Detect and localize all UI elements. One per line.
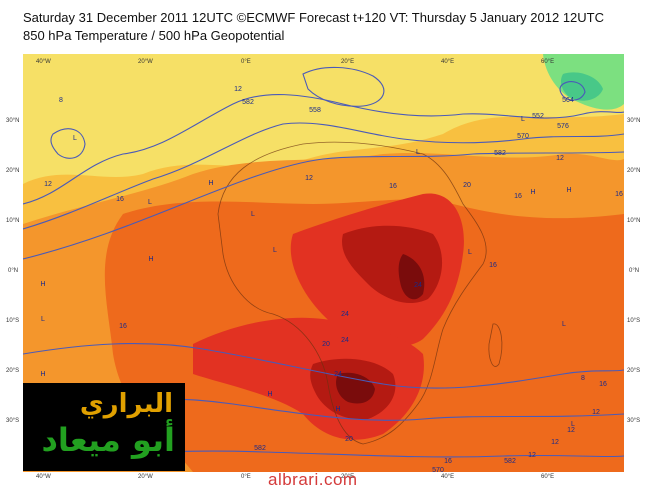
longitude-label: 40°W (36, 59, 51, 65)
latitude-label: 30°N (627, 118, 641, 124)
longitude-label: 20°E (341, 474, 355, 480)
temperature-label: 24 (341, 311, 349, 318)
temperature-label: 12 (528, 452, 536, 459)
pressure-center: H (335, 406, 340, 413)
temperature-label: 24 (341, 337, 349, 344)
map-title: Saturday 31 December 2011 12UTC ©ECMWF F… (23, 10, 605, 25)
map-subtitle: 850 hPa Temperature / 500 hPa Geopotenti… (23, 28, 285, 43)
temperature-label: 8 (581, 375, 585, 382)
latitude-label: 10°N (627, 218, 641, 224)
pressure-center: L (416, 149, 420, 156)
temperature-label: 16 (116, 196, 124, 203)
geopotential-label: 582 (242, 99, 254, 106)
pressure-center: L (73, 135, 77, 142)
longitude-label: 40°E (441, 474, 455, 480)
latitude-label: 30°N (6, 118, 20, 124)
longitude-label: 20°W (138, 474, 153, 480)
longitude-label: 60°E (541, 474, 555, 480)
geopotential-label: 570 (517, 133, 529, 140)
pressure-center: H (40, 371, 45, 378)
logo-line1: البراري (79, 389, 173, 419)
temperature-label: 12 (551, 439, 559, 446)
longitude-label: 40°E (441, 59, 455, 65)
temperature-label: 16 (514, 193, 522, 200)
site-watermark: albrari.com (268, 470, 358, 489)
geopotential-label: 582 (494, 150, 506, 157)
geopotential-label: 582 (254, 445, 266, 452)
temperature-label: 16 (119, 323, 127, 330)
longitude-label: 20°E (341, 59, 355, 65)
latitude-label: 10°S (6, 318, 20, 324)
geopotential-label: 582 (504, 458, 516, 465)
latitude-label: 20°N (627, 168, 641, 174)
longitude-label: 40°W (36, 474, 51, 480)
temperature-label: 12 (567, 427, 575, 434)
temperature-label: 12 (305, 175, 313, 182)
pressure-center: H (530, 189, 535, 196)
pressure-center: L (41, 316, 45, 323)
pressure-center: L (562, 321, 566, 328)
longitude-label: 60°E (541, 59, 555, 65)
latitude-label: 20°S (6, 368, 20, 374)
latitude-label: 10°S (627, 318, 641, 324)
pressure-center: L (571, 421, 575, 428)
latitude-label: 10°N (6, 218, 20, 224)
temperature-label: 16 (444, 458, 452, 465)
logo-line2: أبو ميعاد (41, 421, 175, 459)
pressure-center: L (468, 249, 472, 256)
latitude-label: 20°S (627, 368, 641, 374)
temperature-label: 8 (59, 97, 63, 104)
longitude-label: 0°E (241, 59, 251, 65)
geopotential-label: 564 (562, 97, 574, 104)
pressure-center: L (273, 247, 277, 254)
latitude-label: 20°N (6, 168, 20, 174)
pressure-center: L (148, 199, 152, 206)
longitude-label: 0°E (241, 474, 251, 480)
geopotential-label: 552 (532, 113, 544, 120)
geopotential-label: 570 (432, 467, 444, 472)
latitude-label: 30°S (6, 418, 20, 424)
temperature-label: 24 (414, 282, 422, 289)
pressure-center: L (521, 116, 525, 123)
geopotential-label: 576 (557, 123, 569, 130)
temperature-label: 24 (334, 371, 342, 378)
pressure-center: H (40, 281, 45, 288)
latitude-label: 0°N (8, 268, 19, 274)
temperature-label: 20 (322, 341, 330, 348)
temperature-label: 20 (463, 182, 471, 189)
longitude-label: 20°W (138, 59, 153, 65)
temperature-label: 12 (234, 86, 242, 93)
temperature-label: 16 (389, 183, 397, 190)
temperature-label: 16 (489, 262, 497, 269)
temperature-label: 12 (556, 155, 564, 162)
site-logo: البراري أبو ميعاد (23, 383, 185, 471)
pressure-center: H (208, 180, 213, 187)
pressure-center: H (148, 256, 153, 263)
pressure-center: H (566, 187, 571, 194)
latitude-label: 30°S (627, 418, 641, 424)
temperature-label: 16 (615, 191, 623, 198)
pressure-center: H (267, 391, 272, 398)
temperature-label: 16 (599, 381, 607, 388)
pressure-center: L (251, 211, 255, 218)
temperature-label: 20 (345, 436, 353, 443)
temperature-label: 12 (592, 409, 600, 416)
latitude-label: 0°N (629, 268, 640, 274)
geopotential-label: 558 (309, 107, 321, 114)
temperature-label: 12 (44, 181, 52, 188)
